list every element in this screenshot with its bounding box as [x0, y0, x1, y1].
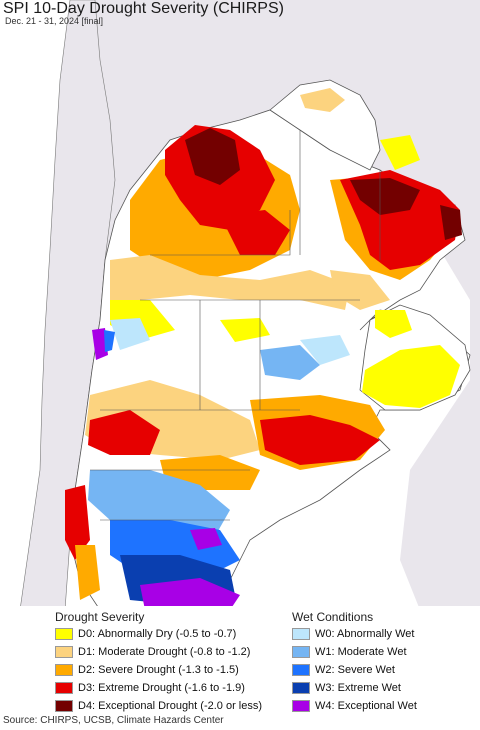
legend-item-d3: D3: Extreme Drought (-1.6 to -1.9) — [55, 680, 245, 696]
legend-label-w3: W3: Extreme Wet — [315, 682, 401, 694]
legend-item-w0: W0: Abnormally Wet — [292, 626, 414, 642]
legend-swatch-w4 — [292, 700, 310, 712]
legend-swatch-w2 — [292, 664, 310, 676]
legend-label-d4: D4: Exceptional Drought (-2.0 or less) — [78, 700, 263, 712]
legend-item-d1: D1: Moderate Drought (-0.8 to -1.2) — [55, 644, 250, 660]
legend-label-d3: D3: Extreme Drought (-1.6 to -1.9) — [78, 682, 245, 694]
d1-west-belt — [110, 255, 350, 310]
paraguay-area — [269, 79, 381, 171]
map-title: SPI 10-Day Drought Severity (CHIRPS) — [3, 0, 284, 17]
source-credit: Source: CHIRPS, UCSB, Climate Hazards Ce… — [3, 715, 224, 726]
legend-swatch-d1 — [55, 646, 73, 658]
w4-patagonia-east — [190, 528, 222, 550]
legend-item-w2: W2: Severe Wet — [292, 662, 395, 678]
w4-west — [92, 328, 108, 360]
legend-item-d4: D4: Exceptional Drought (-2.0 or less) — [55, 698, 262, 714]
d1-uruguay — [375, 310, 412, 338]
legend-label-w0: W0: Abnormally Wet — [315, 628, 415, 640]
d4-nw — [185, 128, 240, 185]
legend: Drought Severity Wet Conditions D0: Abno… — [0, 606, 480, 712]
legend-label-d1: D1: Moderate Drought (-0.8 to -1.2) — [78, 646, 251, 658]
legend-item-w4: W4: Exceptional Wet — [292, 698, 417, 714]
legend-label-w4: W4: Exceptional Wet — [315, 700, 417, 712]
legend-item-d2: D2: Severe Drought (-1.3 to -1.5) — [55, 662, 239, 678]
legend-item-w1: W1: Moderate Wet — [292, 644, 407, 660]
legend-swatch-d3 — [55, 682, 73, 694]
legend-item-d0: D0: Abnormally Dry (-0.5 to -0.7) — [55, 626, 236, 642]
legend-label-w2: W2: Severe Wet — [315, 664, 395, 676]
legend-swatch-w1 — [292, 646, 310, 658]
w0-west — [110, 318, 150, 350]
d3-south-west — [88, 410, 160, 455]
legend-swatch-w0 — [292, 628, 310, 640]
d4-ne-east — [440, 205, 462, 240]
d3-center-north — [220, 210, 290, 255]
w1-center — [260, 345, 320, 380]
d2-patagonia-coast — [75, 545, 100, 600]
legend-label-d0: D0: Abnormally Dry (-0.5 to -0.7) — [78, 628, 237, 640]
d4-ne — [350, 178, 420, 215]
d0-paraguay-north — [300, 88, 345, 112]
legend-swatch-w3 — [292, 682, 310, 694]
legend-swatch-d2 — [55, 664, 73, 676]
d0-center — [220, 318, 270, 342]
d3-patagonia-coast — [65, 485, 90, 560]
legend-item-w3: W3: Extreme Wet — [292, 680, 401, 696]
legend-label-d2: D2: Severe Drought (-1.3 to -1.5) — [78, 664, 239, 676]
d3-south-east — [260, 415, 380, 465]
w0-center — [300, 335, 350, 365]
wet-legend-heading: Wet Conditions — [292, 610, 374, 624]
legend-swatch-d0 — [55, 628, 73, 640]
chile-coast — [0, 0, 70, 610]
legend-label-w1: W1: Moderate Wet — [315, 646, 407, 658]
d0-uruguay — [362, 345, 460, 408]
w4-patagonia — [140, 578, 240, 610]
legend-swatch-d4 — [55, 700, 73, 712]
drought-map — [0, 0, 480, 610]
w2-west — [104, 330, 115, 352]
d0-paraguay-east — [380, 135, 420, 170]
province-borders — [90, 130, 381, 521]
map-subtitle: Dec. 21 - 31, 2024 [final] — [5, 16, 104, 26]
drought-legend-heading: Drought Severity — [55, 610, 145, 624]
